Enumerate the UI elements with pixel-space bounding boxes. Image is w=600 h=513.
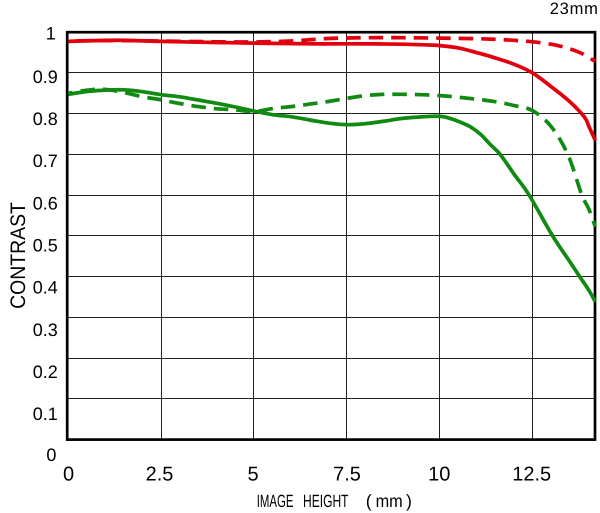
svg-text:0.9: 0.9 [33,67,58,87]
svg-text:7.5: 7.5 [333,464,361,486]
svg-text:0.3: 0.3 [33,320,58,340]
svg-text:10: 10 [428,464,450,486]
svg-text:HEIGHT: HEIGHT [303,491,349,511]
svg-text:0.1: 0.1 [33,404,58,424]
svg-text:0.7: 0.7 [33,151,58,171]
svg-text:0.8: 0.8 [33,109,58,129]
svg-text:mm: mm [376,491,403,511]
svg-text:5: 5 [247,464,258,486]
svg-text:12.5: 12.5 [512,464,551,486]
svg-text:0.5: 0.5 [33,236,58,256]
svg-text:23mm: 23mm [550,0,599,18]
svg-text:): ) [406,491,412,511]
svg-text:(: ( [366,491,372,511]
svg-text:0.4: 0.4 [33,278,58,298]
svg-text:0.6: 0.6 [33,193,58,213]
svg-text:0: 0 [63,464,74,486]
svg-text:0.2: 0.2 [33,362,58,382]
svg-text:CONTRAST: CONTRAST [7,202,30,309]
svg-text:IMAGE: IMAGE [257,491,294,511]
svg-text:2.5: 2.5 [146,464,174,486]
svg-text:0: 0 [46,445,56,465]
svg-text:1: 1 [46,24,56,44]
